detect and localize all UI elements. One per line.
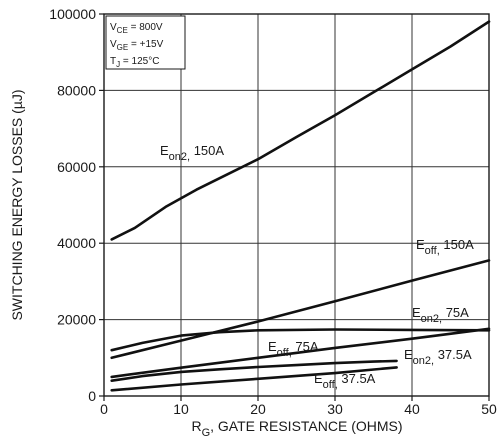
series-annotations: Eon2, 150A Eoff, 150A Eon2, 75A Eoff, 75… (160, 143, 474, 391)
x-axis-label: RG, GATE RESISTANCE (OHMS) (191, 418, 402, 439)
x-tick-label: 50 (481, 401, 497, 417)
x-tick-label: 20 (250, 401, 266, 417)
conditions-box-frame (105, 15, 186, 70)
plot-frame (103, 13, 490, 397)
condition-vce: VCE = 800V (110, 22, 163, 35)
annotation-eoff-150a: Eoff, 150A (416, 237, 474, 257)
series-line-e-off-75a (110, 327, 491, 379)
condition-vge: VGE = +15V (110, 39, 164, 52)
series-line-e-off-150a (110, 259, 491, 360)
y-tick-label: 60000 (57, 159, 96, 175)
series-line-e-on2-75a (110, 328, 491, 352)
series-group (110, 20, 491, 392)
condition-tj: TJ = 125°C (110, 56, 159, 69)
x-tick-label: 40 (404, 401, 420, 417)
annotation-eon2-150a: Eon2, 150A (160, 143, 224, 163)
axis-ticks: 0 10 20 30 40 50 0 20000 40000 60000 80000 100000 (49, 6, 497, 417)
series-line-e-on2-37-5a (110, 359, 398, 383)
x-tick-label: 30 (327, 401, 343, 417)
y-tick-label: 40000 (57, 235, 96, 251)
y-tick-label: 80000 (57, 82, 96, 98)
series-line-e-off-37-5a (110, 366, 398, 392)
annotation-eon2-75a: Eon2, 75A (412, 305, 469, 325)
conditions-box: VCE = 800V VGE = +15V TJ = 125°C (105, 15, 186, 70)
y-tick-label: 100000 (49, 6, 96, 22)
x-tick-label: 0 (100, 401, 108, 417)
y-tick-label: 0 (88, 388, 96, 404)
x-tick-label: 10 (173, 401, 189, 417)
annotation-eoff-75a: Eoff, 75A (268, 339, 319, 359)
grid (104, 14, 489, 396)
series-line-e-on2-150a (110, 20, 491, 241)
annotation-eon2-37-5a: Eon2, 37.5A (404, 347, 472, 367)
annotation-eoff-37-5a: Eoff, 37.5A (314, 371, 376, 391)
y-axis-label: SWITCHING ENERGY LOSSES (µJ) (9, 89, 25, 320)
y-tick-label: 20000 (57, 312, 96, 328)
